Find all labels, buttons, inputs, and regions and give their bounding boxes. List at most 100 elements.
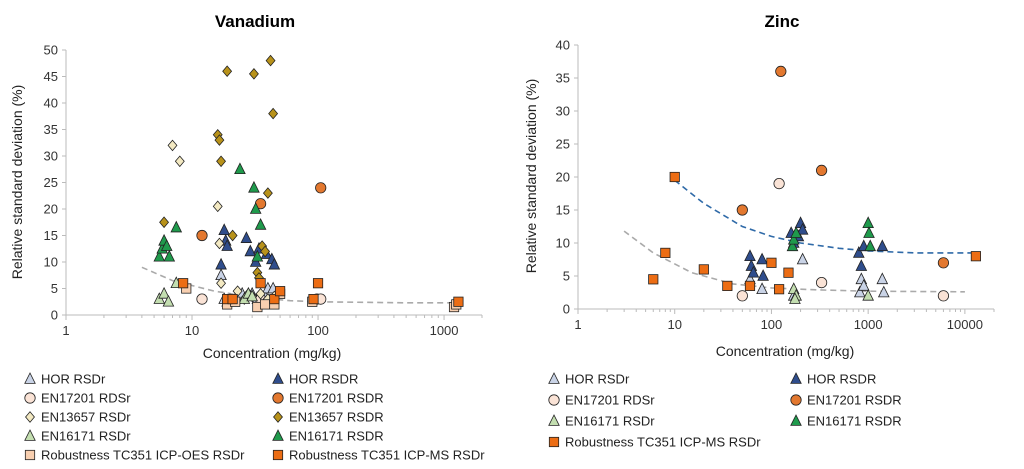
data-point bbox=[255, 287, 266, 300]
x-tick-label: 1000 bbox=[854, 317, 883, 332]
data-point bbox=[216, 277, 227, 290]
data-point bbox=[970, 251, 981, 262]
data-point bbox=[815, 164, 828, 176]
legend-marker bbox=[790, 394, 802, 406]
data-point bbox=[244, 244, 257, 257]
legend-marker bbox=[272, 449, 284, 461]
data-point bbox=[163, 249, 176, 262]
data-point bbox=[774, 284, 785, 295]
data-point bbox=[786, 239, 799, 252]
chart-title: Vanadium bbox=[215, 12, 295, 31]
y-tick-label: 15 bbox=[556, 203, 570, 218]
data-point bbox=[773, 178, 785, 190]
legend-label: EN17201 RDSr bbox=[41, 391, 131, 406]
data-point bbox=[196, 293, 208, 305]
data-point bbox=[783, 267, 794, 278]
y-tick-label: 10 bbox=[44, 255, 58, 270]
data-point bbox=[757, 269, 769, 281]
y-tick-label: 40 bbox=[556, 38, 570, 53]
y-tick-label: 5 bbox=[563, 269, 570, 284]
data-point bbox=[660, 247, 671, 258]
legend-marker bbox=[548, 372, 560, 384]
data-point bbox=[756, 282, 768, 295]
y-tick-label: 20 bbox=[44, 202, 58, 217]
data-point bbox=[790, 226, 802, 238]
data-point bbox=[736, 290, 748, 302]
x-tick-label: 1000 bbox=[430, 323, 459, 338]
data-point bbox=[222, 65, 233, 78]
data-point bbox=[937, 257, 950, 269]
data-point bbox=[268, 257, 281, 270]
data-point bbox=[787, 232, 800, 245]
legend-label: HOR RSDR bbox=[289, 372, 358, 387]
y-tick-label: 25 bbox=[44, 175, 58, 190]
data-point bbox=[227, 229, 238, 242]
data-point bbox=[248, 68, 259, 80]
legend-label: EN16171 RSDr bbox=[41, 429, 131, 444]
series-en16171-rsdr bbox=[786, 216, 877, 252]
y-tick-label: 35 bbox=[44, 122, 58, 137]
data-point bbox=[857, 279, 870, 291]
data-point bbox=[240, 231, 253, 243]
legend-label: EN17201 RDSr bbox=[565, 393, 655, 408]
chart-1: Zinc 0 5 10 15 20 25 30 35 40 1 10 100 1000 10000 Conce… bbox=[523, 12, 995, 450]
data-point bbox=[160, 239, 173, 251]
y-tick-label: 0 bbox=[51, 308, 58, 323]
data-point bbox=[747, 265, 760, 278]
data-point bbox=[215, 257, 227, 270]
data-point bbox=[159, 216, 170, 229]
data-point bbox=[158, 286, 170, 299]
data-point bbox=[214, 237, 225, 250]
legend-marker bbox=[790, 372, 802, 384]
legend-label: EN13657 RSDr bbox=[41, 410, 131, 425]
data-point bbox=[268, 107, 279, 120]
data-point bbox=[877, 285, 890, 298]
y-axis-label: Relative standard deviation (%) bbox=[523, 79, 539, 274]
legend-marker bbox=[24, 449, 36, 461]
data-point bbox=[648, 274, 659, 285]
series-en17201-rdsr bbox=[736, 178, 950, 302]
y-tick-label: 0 bbox=[563, 302, 570, 317]
x-tick-label: 10000 bbox=[947, 317, 983, 332]
data-point bbox=[251, 249, 264, 262]
data-point bbox=[312, 278, 324, 289]
legend-label: HOR RSDR bbox=[807, 372, 876, 387]
data-point bbox=[170, 220, 183, 233]
y-tick-label: 45 bbox=[44, 69, 58, 84]
data-point bbox=[876, 239, 889, 252]
legend-label: EN17201 RSDR bbox=[289, 391, 384, 406]
data-point bbox=[162, 294, 175, 307]
data-point bbox=[269, 294, 280, 305]
data-point bbox=[255, 278, 266, 289]
y-tick-label: 35 bbox=[556, 71, 570, 86]
series-robustness-tc351-icp-ms-rsdr bbox=[178, 278, 464, 307]
legend-marker bbox=[24, 392, 36, 404]
y-tick-label: 15 bbox=[44, 228, 58, 243]
legend-marker bbox=[25, 411, 35, 423]
legend-marker bbox=[548, 436, 560, 448]
y-tick-label: 30 bbox=[556, 104, 570, 119]
legend-marker bbox=[272, 392, 284, 404]
data-point bbox=[789, 292, 801, 304]
legend-marker bbox=[272, 429, 284, 441]
legend-label: HOR RSDr bbox=[41, 372, 106, 387]
y-tick-label: 30 bbox=[44, 149, 58, 164]
y-tick-label: 10 bbox=[556, 236, 570, 251]
legend: HOR RSDr HOR RSDR EN17201 RDSr EN17201 RSDR… bbox=[548, 372, 902, 450]
x-tick-label: 1 bbox=[62, 323, 69, 338]
legend-marker bbox=[24, 429, 36, 441]
series-en17201-rsdr bbox=[736, 65, 950, 269]
data-point bbox=[744, 280, 756, 291]
legend-label: EN16171 RSDR bbox=[807, 414, 902, 429]
data-point bbox=[248, 180, 260, 193]
data-point bbox=[698, 264, 709, 275]
legend-marker bbox=[790, 414, 802, 426]
legend-label: Robustness TC351 ICP-MS RSDr bbox=[289, 448, 485, 463]
data-point bbox=[756, 252, 768, 265]
data-point bbox=[775, 65, 787, 78]
data-point bbox=[815, 276, 828, 289]
data-point bbox=[722, 280, 733, 291]
data-point bbox=[937, 290, 950, 302]
